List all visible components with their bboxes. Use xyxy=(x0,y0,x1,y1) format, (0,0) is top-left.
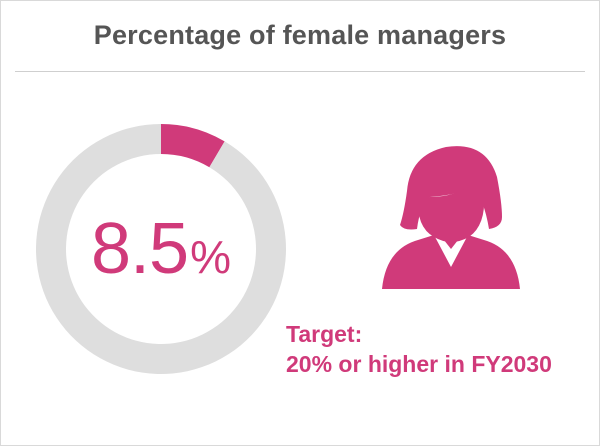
page-title: Percentage of female managers xyxy=(93,20,507,50)
donut-segments xyxy=(36,124,286,374)
donut-slice-female xyxy=(161,124,225,168)
donut-chart xyxy=(36,124,286,374)
target-text: Target: 20% or higher in FY2030 xyxy=(286,319,552,379)
target-detail: 20% or higher in FY2030 xyxy=(286,351,552,377)
donut-slice-other xyxy=(36,124,286,374)
title-divider xyxy=(15,71,585,72)
target-label: Target: xyxy=(286,321,363,347)
female-person-icon xyxy=(382,146,520,289)
